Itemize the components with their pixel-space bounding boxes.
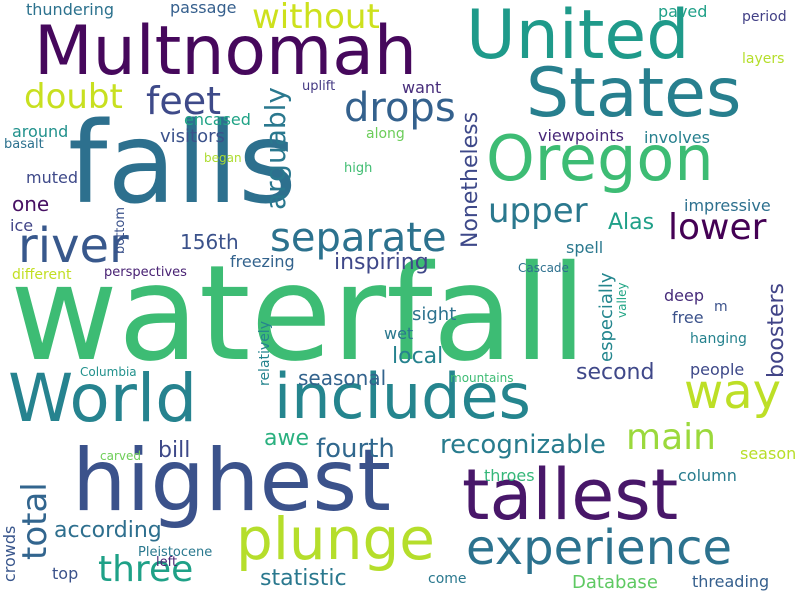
word-encased: encased [184, 110, 251, 129]
word-valley: valley [615, 282, 629, 318]
word-season: season [740, 444, 797, 463]
word-lower: lower [668, 207, 767, 248]
word-plunge: plunge [236, 505, 435, 573]
word-viewpoints: viewpoints [538, 126, 624, 145]
word-river: river [18, 218, 129, 274]
word-different: different [12, 267, 72, 283]
word-three: three [98, 549, 194, 590]
word-muted: muted [26, 168, 78, 187]
word-come: come [428, 571, 467, 587]
word-one: one [12, 192, 50, 216]
word-wet: wet [384, 324, 414, 343]
word-especially: especially [596, 272, 617, 362]
word-united: United [466, 0, 690, 75]
word-impressive: impressive [684, 196, 771, 215]
word-states: States [526, 54, 742, 133]
word-crowds: crowds [0, 525, 19, 582]
word-paved: paved [658, 2, 708, 21]
word-hanging: hanging [690, 331, 747, 347]
word-arguably: arguably [259, 87, 292, 210]
word-around: around [12, 122, 69, 141]
word-recognizable: recognizable [440, 430, 606, 460]
word-according: according [54, 518, 162, 543]
word-awe: awe [264, 426, 310, 451]
word-without: without [252, 0, 380, 37]
word-oregon: Oregon [486, 122, 714, 195]
word-mountains: mountains [450, 371, 514, 385]
word-world: World [8, 360, 198, 437]
word-local: local [392, 344, 444, 369]
word-statistic: statistic [260, 566, 347, 591]
word-uplift: uplift [302, 79, 336, 94]
word-boosters: boosters [764, 282, 789, 378]
word-period: period [742, 9, 787, 25]
word-deep: deep [664, 286, 704, 305]
word-left: left [156, 555, 178, 570]
word-database: Database [572, 572, 658, 593]
word-feet: feet [146, 79, 222, 123]
word-bill: bill [158, 438, 191, 463]
word-pleistocene: Pleistocene [138, 545, 213, 560]
word-highest: highest [72, 431, 391, 531]
word-passage: passage [170, 0, 237, 17]
word-second: second [576, 360, 655, 385]
word-way: way [684, 364, 782, 420]
word-multnomah: Multnomah [34, 12, 418, 91]
word-experience: experience [466, 520, 733, 576]
word-top: top [52, 564, 79, 583]
word-tallest: tallest [462, 454, 679, 536]
word-doubt: doubt [24, 77, 123, 117]
word-bottom: bottom [113, 206, 128, 254]
word-want: want [402, 78, 442, 97]
word-perspectives: perspectives [104, 265, 187, 280]
word-nonetheless: Nonetheless [458, 111, 483, 248]
word-fourth: fourth [316, 434, 395, 464]
word-freezing: freezing [230, 252, 295, 271]
word-upper: upper [488, 191, 588, 231]
word-relatively: relatively [257, 321, 273, 386]
word-along: along [366, 126, 405, 142]
word-spell: spell [566, 238, 604, 257]
word-includes: includes [274, 360, 531, 433]
word-basalt: basalt [4, 137, 44, 152]
word-columbia: Columbia [80, 365, 137, 379]
word-falls: falls [68, 99, 297, 229]
word-sight: sight [412, 304, 457, 325]
word-threading: threading [692, 572, 770, 591]
word-cascade: Cascade [518, 261, 569, 275]
word-column: column [678, 466, 737, 485]
word-involves: involves [644, 128, 710, 147]
word-seasonal: seasonal [298, 366, 387, 390]
word-throes: throes [484, 466, 535, 485]
word-156th: 156th [180, 230, 239, 254]
word-thundering: thundering [26, 0, 115, 19]
word-ice: ice [10, 216, 34, 235]
word-high: high [344, 161, 373, 176]
word-waterfall: waterfall [10, 237, 587, 391]
word-free: free [672, 308, 704, 327]
word-drops: drops [344, 85, 456, 131]
word-carved: carved [100, 449, 141, 463]
word-began: began [204, 151, 242, 165]
word-separate: separate [270, 215, 447, 261]
word-main: main [626, 417, 716, 458]
word-inspiring: inspiring [334, 250, 429, 275]
word-total: total [15, 482, 55, 560]
word-layers: layers [742, 51, 785, 67]
word-alas: Alas [608, 210, 655, 235]
word-people: people [690, 360, 745, 379]
word-visitors: visitors [160, 126, 225, 147]
word-m: m [714, 299, 728, 315]
